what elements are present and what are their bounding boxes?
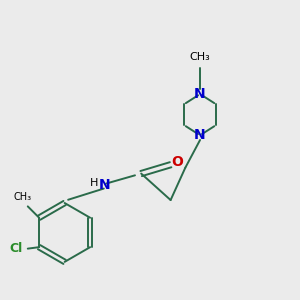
Text: CH₃: CH₃ xyxy=(14,192,32,202)
Text: CH₃: CH₃ xyxy=(190,52,210,62)
Text: N: N xyxy=(194,87,206,101)
Text: O: O xyxy=(171,155,183,170)
Text: N: N xyxy=(99,178,110,192)
Text: Cl: Cl xyxy=(9,242,22,255)
Text: N: N xyxy=(194,128,206,142)
Text: H: H xyxy=(90,178,98,188)
